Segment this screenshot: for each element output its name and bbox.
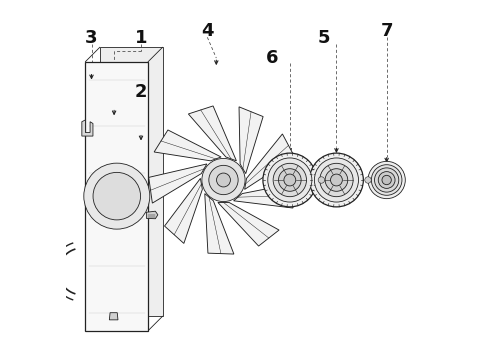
- Polygon shape: [82, 120, 93, 136]
- Polygon shape: [147, 211, 158, 219]
- Text: 7: 7: [380, 22, 393, 40]
- Polygon shape: [85, 62, 148, 330]
- Polygon shape: [100, 47, 163, 316]
- Circle shape: [378, 172, 395, 188]
- Circle shape: [315, 158, 359, 202]
- Circle shape: [331, 174, 343, 186]
- Text: 6: 6: [266, 49, 278, 67]
- Circle shape: [202, 158, 245, 202]
- Circle shape: [273, 163, 307, 197]
- Circle shape: [318, 177, 324, 183]
- Circle shape: [278, 169, 301, 191]
- Text: 2: 2: [135, 83, 147, 101]
- Circle shape: [371, 165, 402, 195]
- Polygon shape: [149, 164, 207, 203]
- Polygon shape: [218, 202, 279, 246]
- Polygon shape: [234, 183, 298, 208]
- Circle shape: [93, 172, 141, 220]
- Text: 4: 4: [201, 22, 214, 40]
- Circle shape: [368, 161, 405, 199]
- Polygon shape: [109, 313, 118, 320]
- Circle shape: [84, 163, 150, 229]
- Polygon shape: [154, 130, 221, 161]
- Polygon shape: [188, 106, 236, 161]
- Circle shape: [382, 175, 392, 185]
- Polygon shape: [239, 107, 263, 174]
- Circle shape: [325, 169, 348, 191]
- Text: 3: 3: [85, 30, 98, 48]
- Circle shape: [263, 153, 317, 207]
- Circle shape: [209, 165, 238, 195]
- Circle shape: [310, 153, 364, 207]
- Polygon shape: [205, 194, 234, 254]
- Text: 1: 1: [135, 30, 147, 48]
- Circle shape: [320, 163, 353, 197]
- Text: 5: 5: [318, 30, 330, 48]
- Circle shape: [374, 168, 399, 192]
- Circle shape: [268, 158, 312, 202]
- Polygon shape: [245, 134, 294, 189]
- Circle shape: [217, 173, 230, 187]
- Polygon shape: [165, 179, 202, 243]
- Circle shape: [365, 177, 371, 183]
- Circle shape: [284, 174, 296, 186]
